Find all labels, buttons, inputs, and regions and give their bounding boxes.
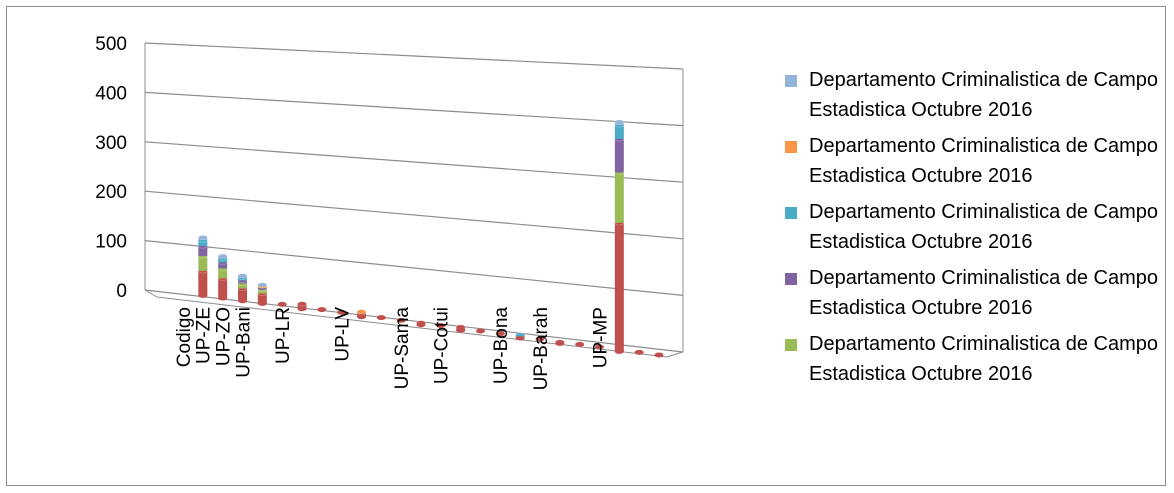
bar-small (436, 323, 446, 329)
bar-segment (257, 293, 267, 304)
bar-base (238, 298, 247, 304)
bar-small (495, 331, 505, 337)
bar-cap (237, 273, 248, 279)
floor-right-edge (666, 351, 684, 358)
bar-small (654, 352, 664, 358)
bar-small (337, 309, 347, 315)
y-axis-ticks: 0 100 200 300 400 500 (95, 34, 127, 302)
bar-cap (217, 253, 228, 259)
legend-swatch (785, 339, 797, 351)
x-tick-label: UP-Bani (233, 307, 254, 378)
bar-small (277, 301, 287, 307)
bar-segment (198, 240, 208, 246)
gridline (144, 141, 684, 183)
bar-segment (198, 245, 208, 256)
gridline (144, 289, 684, 353)
legend-item-4: Departamento Criminalistica de Campo Est… (785, 263, 1165, 329)
bar-small (535, 336, 545, 342)
bar-base (257, 301, 267, 306)
bar-segment (198, 255, 208, 271)
gridline (144, 42, 684, 70)
y-tick-label: 300 (95, 133, 127, 154)
x-tick-label: UP-ZE (194, 307, 215, 364)
chart-frame: 0 100 200 300 400 500 Codigo UP-ZE UP-ZO UP-Bani… (6, 6, 1166, 486)
bar-segment (614, 222, 624, 352)
x-tick-label: UP-LR (273, 307, 294, 364)
bar-segment (614, 124, 624, 139)
bar-base (198, 293, 208, 298)
bar-base (555, 341, 565, 346)
bar-cap (356, 309, 367, 315)
x-tick-label: UP-MP (590, 307, 611, 368)
bar-segment (218, 268, 228, 279)
legend-item-2: Departamento Criminalistica de Campo Est… (785, 131, 1165, 197)
bar-small (595, 344, 604, 350)
gridline (144, 91, 684, 127)
bar-base (456, 328, 466, 333)
x-tick-label: UP-Sama (392, 307, 413, 390)
bar-small (575, 341, 585, 347)
bar-small (317, 307, 327, 313)
legend-item-3: Departamento Criminalistica de Campo Est… (785, 197, 1165, 263)
legend-swatch (785, 141, 797, 153)
bar-base (515, 336, 525, 341)
bar-cap (614, 119, 625, 125)
bar-base (416, 322, 426, 328)
bar-base (297, 306, 307, 312)
y-tick-label: 0 (116, 281, 127, 302)
bar-segment (218, 278, 228, 299)
bar-segment (614, 172, 624, 223)
bar-segment (198, 270, 208, 296)
gridline (144, 190, 684, 240)
bar-segment (238, 288, 247, 301)
floor-left-edge (144, 289, 158, 298)
legend-label: Departamento Criminalistica de Campo Est… (809, 333, 1159, 385)
bar-small (476, 328, 485, 334)
bar-cap (257, 282, 268, 288)
legend-label: Departamento Criminalistica de Campo Est… (809, 267, 1159, 319)
x-tick-label: UP-Cotui (432, 307, 453, 384)
chart-bars (198, 119, 664, 358)
legend-label: Departamento Criminalistica de Campo Est… (809, 201, 1159, 253)
x-tick-label: UP-Bona (491, 307, 512, 385)
bar-base (357, 314, 366, 320)
gridline (144, 240, 684, 296)
legend-swatch (785, 75, 797, 87)
bar-cap (297, 301, 307, 307)
bar-segment (238, 283, 247, 289)
floor-front-edge (156, 296, 668, 358)
chart-walls (144, 43, 684, 358)
bar-segment (614, 138, 624, 173)
bar-small (396, 317, 406, 323)
bar-small (376, 315, 386, 321)
bar-segment (297, 303, 307, 309)
x-tick-label: UP-ZO (214, 307, 235, 366)
chart-plot-area: 0 100 200 300 400 500 CodigoUP-ZEUP-ZOUP-Bani… (95, 34, 684, 391)
legend-item-5: Departamento Criminalistica de Campo Est… (785, 329, 1165, 395)
x-tick-label: UP-LV (333, 307, 354, 362)
legend-label: Departamento Criminalistica de Campo Est… (809, 69, 1159, 121)
legend-swatch (785, 273, 797, 285)
chart-gridlines (144, 42, 684, 353)
bar-segment (218, 262, 228, 269)
y-tick-label: 200 (95, 182, 127, 203)
y-tick-label: 400 (95, 83, 127, 104)
x-tick-label: UP-Barah (531, 307, 552, 390)
bar-base (614, 349, 624, 354)
legend-label: Departamento Criminalistica de Campo Est… (809, 135, 1159, 187)
bar-base (218, 296, 228, 301)
bar-small (634, 349, 644, 355)
chart-legend: Departamento Criminalistica de Campo Est… (785, 65, 1165, 395)
y-tick-label: 500 (95, 34, 127, 55)
legend-swatch (785, 207, 797, 219)
legend-item-1: Departamento Criminalistica de Campo Est… (785, 65, 1165, 131)
bar-cap (198, 235, 208, 241)
x-tick-label: Codigo (174, 307, 195, 367)
y-tick-label: 100 (95, 232, 127, 253)
